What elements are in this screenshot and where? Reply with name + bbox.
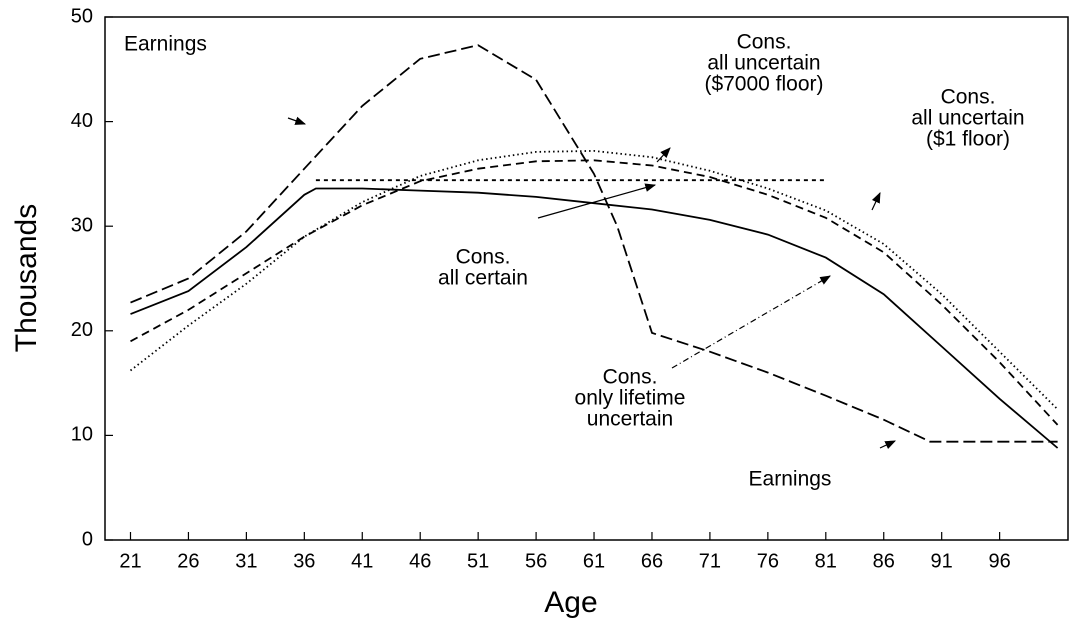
x-tick-label: 46 [409, 550, 431, 572]
y-tick-label: 10 [71, 424, 93, 446]
x-axis-label: Age [544, 586, 597, 619]
x-tick-label: 76 [757, 550, 779, 572]
arrow [879, 440, 896, 450]
annotation: only lifetime [575, 387, 686, 410]
annotation: ($7000 floor) [704, 73, 823, 96]
arrow [671, 275, 831, 369]
x-tick-label: 96 [989, 550, 1011, 572]
series-line [129, 149, 1059, 410]
annotation: all uncertain [707, 52, 820, 75]
series-line [130, 44, 1058, 443]
annotation: Earnings [749, 468, 832, 491]
series-line [130, 187, 1059, 449]
annotation: Cons. [941, 86, 996, 109]
x-tick-label: 66 [641, 550, 663, 572]
x-tick-label: 41 [351, 550, 373, 572]
annotation: all uncertain [911, 107, 1024, 130]
x-tick-label: 56 [525, 550, 547, 572]
arrow [537, 183, 657, 219]
y-tick-label: 40 [71, 110, 93, 132]
annotation: Cons. [603, 366, 658, 389]
x-tick-label: 86 [873, 550, 895, 572]
arrow [656, 147, 671, 163]
annotation: ($1 floor) [926, 128, 1010, 151]
x-tick-label: 61 [583, 550, 605, 572]
annotation: Cons. [456, 246, 511, 269]
annotation: Cons. [737, 31, 792, 54]
y-tick-label: 50 [71, 5, 93, 27]
y-tick-label: 30 [71, 214, 93, 236]
arrow [871, 192, 881, 211]
annotation: all certain [438, 267, 528, 290]
plot-frame [104, 16, 1069, 541]
x-tick-label: 71 [699, 550, 721, 572]
annotation: uncertain [587, 408, 673, 431]
annotation: Earnings [124, 33, 207, 56]
series-line [130, 159, 1059, 426]
x-tick-label: 81 [815, 550, 837, 572]
x-tick-label: 26 [177, 550, 199, 572]
arrow [287, 116, 307, 125]
x-tick-label: 36 [293, 550, 315, 572]
x-tick-label: 31 [235, 550, 257, 572]
y-tick-label: 20 [71, 319, 93, 341]
arrows [287, 116, 896, 450]
x-tick-label: 51 [467, 550, 489, 572]
x-tick-label: 91 [931, 550, 953, 572]
y-tick-label: 0 [82, 528, 93, 550]
x-tick-label: 21 [119, 550, 141, 572]
y-axis-label: Thousands [10, 204, 43, 352]
